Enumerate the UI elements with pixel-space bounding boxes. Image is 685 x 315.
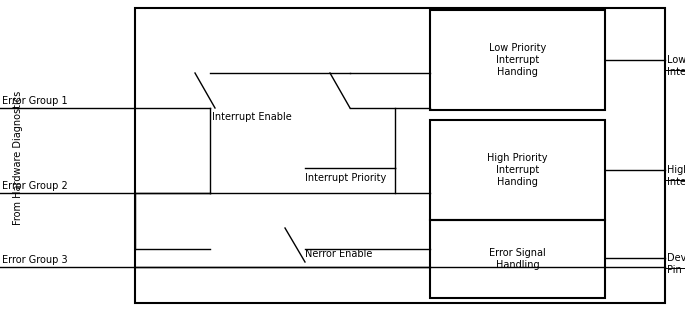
Text: Error Group 2: Error Group 2: [2, 181, 68, 191]
Bar: [430, 10, 605, 110]
Text: Low Priority
Interrupt
Handing: Low Priority Interrupt Handing: [489, 43, 546, 77]
Text: From Hardware Diagnostics: From Hardware Diagnostics: [13, 90, 23, 225]
Text: High Priority
Interrupy: High Priority Interrupy: [667, 165, 685, 186]
Text: Error Signal
Handling: Error Signal Handling: [489, 248, 546, 270]
Text: Low Priority
Interrupy: Low Priority Interrupy: [667, 55, 685, 77]
Text: High Priority
Interrupt
Handing: High Priority Interrupt Handing: [487, 153, 548, 186]
Text: Interrupt Priority: Interrupt Priority: [305, 173, 386, 183]
Text: Interrupt Enable: Interrupt Enable: [212, 112, 292, 122]
Text: Nerror Enable: Nerror Enable: [305, 249, 373, 259]
Text: Error Group 1: Error Group 1: [2, 96, 68, 106]
Bar: [430, 120, 605, 220]
Text: Device Output
Pin: Device Output Pin: [667, 253, 685, 275]
Bar: [135, 8, 665, 303]
Text: Error Group 3: Error Group 3: [2, 255, 68, 265]
Bar: [430, 220, 605, 298]
